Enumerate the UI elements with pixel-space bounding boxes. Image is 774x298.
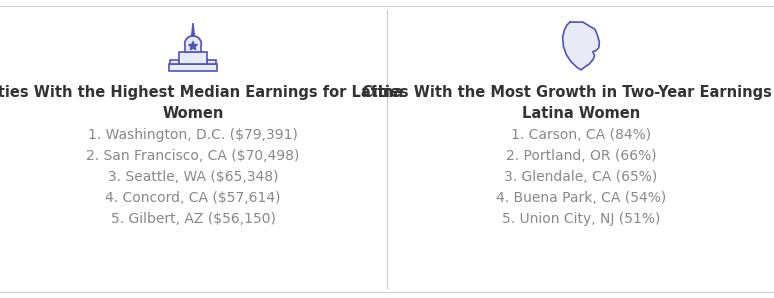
Polygon shape (189, 41, 197, 50)
Text: 4. Concord, CA ($57,614): 4. Concord, CA ($57,614) (105, 191, 281, 205)
Polygon shape (192, 23, 194, 36)
FancyBboxPatch shape (180, 52, 207, 64)
FancyBboxPatch shape (170, 60, 180, 64)
Text: 1. Carson, CA (84%): 1. Carson, CA (84%) (511, 128, 651, 142)
Text: 2. Portland, OR (66%): 2. Portland, OR (66%) (505, 149, 656, 163)
Text: 5. Gilbert, AZ ($56,150): 5. Gilbert, AZ ($56,150) (111, 212, 276, 226)
Text: 5. Union City, NJ (51%): 5. Union City, NJ (51%) (502, 212, 660, 226)
FancyBboxPatch shape (169, 64, 217, 71)
Text: 3. Seattle, WA ($65,348): 3. Seattle, WA ($65,348) (108, 170, 278, 184)
Text: 4. Buena Park, CA (54%): 4. Buena Park, CA (54%) (496, 191, 666, 205)
Text: 3. Glendale, CA (65%): 3. Glendale, CA (65%) (505, 170, 658, 184)
Polygon shape (185, 36, 201, 44)
Text: 2. San Francisco, CA ($70,498): 2. San Francisco, CA ($70,498) (87, 149, 300, 163)
Text: Cities With the Most Growth in Two-Year Earnings for
Latina Women: Cities With the Most Growth in Two-Year … (361, 85, 774, 121)
Polygon shape (563, 22, 599, 70)
Text: Cities With the Highest Median Earnings for Latina
Women: Cities With the Highest Median Earnings … (0, 85, 403, 121)
FancyBboxPatch shape (185, 44, 201, 52)
Text: 1. Washington, D.C. ($79,391): 1. Washington, D.C. ($79,391) (88, 128, 298, 142)
FancyBboxPatch shape (207, 60, 216, 64)
